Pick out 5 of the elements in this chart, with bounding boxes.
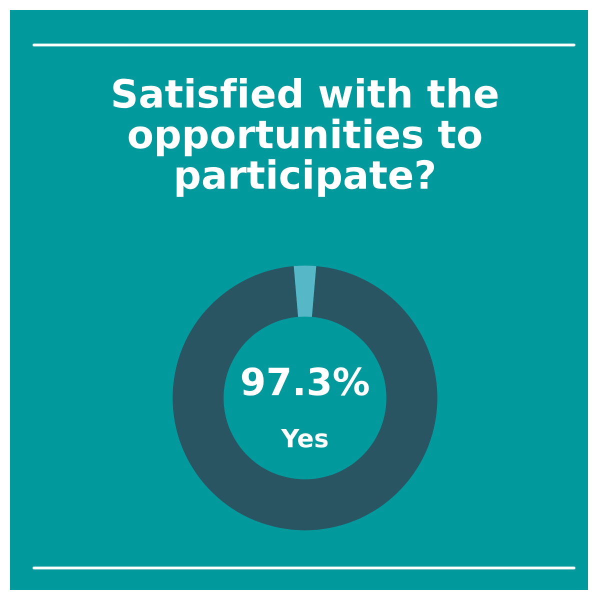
chart-title: Satisfied with the opportunities to participate?: [113, 78, 498, 197]
slice-label: Yes: [280, 429, 328, 448]
donut-slice: [294, 266, 316, 317]
donut-slice: [172, 266, 438, 530]
data-label: 97.3%: [242, 367, 369, 396]
